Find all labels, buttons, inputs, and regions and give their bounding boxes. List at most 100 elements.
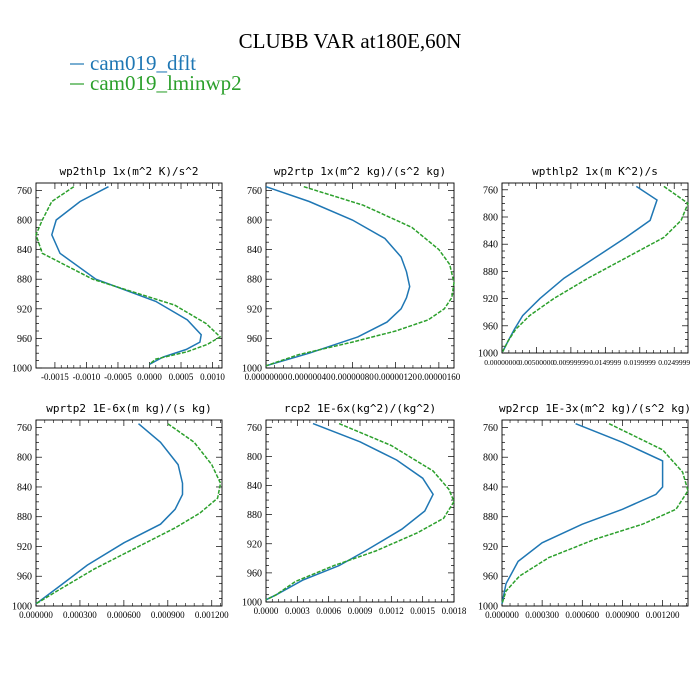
y-tick-label: 880	[247, 275, 262, 286]
panel-2: wp2rtp 1x(m^2 kg)/(s^2 kg) 760 800 840 880 92…	[242, 165, 461, 382]
y-tick-label: 760	[17, 423, 32, 434]
x-tick-label: 0.001200	[195, 610, 229, 620]
y-tick-label: 920	[483, 542, 498, 553]
panel-title: wp2thlp 1x(m^2 K)/s^2	[59, 165, 198, 178]
x-tick-label: 0.000900	[606, 610, 640, 620]
plot-frame	[265, 182, 455, 369]
y-tick-label: 920	[247, 539, 262, 550]
x-tick-label: 0.0018	[442, 606, 467, 616]
panel-title: wp2rcp 1E-3x(m^2 kg)/(s^2 kg)	[499, 402, 691, 415]
y-tick-label: 960	[17, 334, 32, 345]
plot-frame	[35, 182, 223, 369]
y-tick-label: 800	[17, 453, 32, 464]
series-line-cam019_dflt	[265, 185, 411, 367]
x-tick-label: 0.0009	[348, 606, 373, 616]
x-tick-label: 0.000600	[565, 610, 599, 620]
series-line-cam019_lminwp2	[501, 423, 689, 605]
y-tick-label: 800	[483, 213, 498, 224]
y-tick-label: 760	[17, 186, 32, 197]
y-tick-label: 800	[247, 452, 262, 463]
y-tick-label: 880	[247, 510, 262, 521]
series-line-cam019_lminwp2	[502, 185, 689, 352]
y-tick-label: 840	[17, 482, 32, 493]
x-tick-label: 0.00000120	[374, 372, 417, 382]
y-tick-label: 880	[17, 275, 32, 286]
x-tick-label: 0.000000	[19, 610, 53, 620]
series-line-cam019_lminwp2	[265, 185, 455, 367]
x-tick-label: 0.0199999	[624, 358, 656, 367]
y-tick-label: 840	[247, 245, 262, 256]
y-tick-label: 760	[247, 186, 262, 197]
x-tick-label: 0.0015	[410, 606, 435, 616]
x-tick-label: 0.000000	[485, 610, 519, 620]
x-tick-label: 0.000300	[63, 610, 97, 620]
x-tick-label: 0.00000040	[288, 372, 331, 382]
y-tick-label: 960	[247, 334, 262, 345]
y-tick-label: 960	[483, 321, 498, 332]
plot-frame	[35, 419, 223, 607]
y-tick-label: 840	[483, 482, 498, 493]
series-line-cam019_dflt	[35, 423, 184, 605]
panel-3: wpthlp2 1x(m K^2)/s 760 800 840 880 920 960 100…	[478, 165, 690, 367]
legend-item-0: cam019_dflt	[70, 51, 196, 75]
series-line-cam019_lminwp2	[265, 422, 455, 601]
y-tick-label: 920	[247, 304, 262, 315]
series-line-cam019_lminwp2	[35, 186, 222, 365]
y-tick-label: 920	[483, 294, 498, 305]
y-tick-label: 1000	[478, 349, 498, 360]
y-tick-label: 960	[17, 572, 32, 583]
x-tick-label: 0.0000	[254, 606, 279, 616]
x-tick-label: -0.0015	[41, 372, 69, 382]
y-tick-label: 840	[483, 240, 498, 251]
panel-title: wpthlp2 1x(m K^2)/s	[532, 165, 658, 178]
figure-title: CLUBB VAR at180E,60N	[239, 29, 462, 53]
panel-4: wprtp2 1E-6x(m kg)/(s kg) 760 800 840 880 920…	[12, 402, 229, 620]
x-tick-label: -0.0010	[73, 372, 101, 382]
x-tick-label: 0.000300	[525, 610, 559, 620]
series-line-cam019_dflt	[502, 185, 658, 352]
series-line-cam019_dflt	[501, 423, 664, 604]
x-tick-label: 0.0003	[285, 606, 310, 616]
panel-title: wprtp2 1E-6x(m kg)/(s kg)	[46, 402, 212, 415]
y-tick-label: 1000	[12, 602, 32, 613]
x-tick-label: 0.00000000	[484, 358, 520, 367]
series-line-cam019_dflt	[265, 422, 434, 601]
y-tick-label: 1000	[12, 364, 32, 375]
x-tick-label: -0.0005	[104, 372, 132, 382]
x-tick-label: 0.00500000	[519, 358, 555, 367]
y-tick-label: 920	[17, 542, 32, 553]
x-tick-label: 0.00000000	[245, 372, 288, 382]
panel-title: rcp2 1E-6x(kg^2)/(kg^2)	[284, 402, 436, 415]
panel-title: wp2rtp 1x(m^2 kg)/(s^2 kg)	[274, 165, 446, 178]
x-tick-label: 0.00000080	[331, 372, 374, 382]
x-tick-label: 0.0010	[200, 372, 225, 382]
series-line-cam019_dflt	[51, 186, 203, 365]
x-tick-label: 0.0005	[169, 372, 194, 382]
y-tick-label: 840	[17, 245, 32, 256]
y-tick-label: 760	[247, 423, 262, 434]
legend-label: cam019_dflt	[90, 51, 196, 75]
y-tick-label: 880	[483, 512, 498, 523]
x-tick-label: 0.001200	[646, 610, 680, 620]
y-tick-label: 800	[17, 216, 32, 227]
plot-frame	[265, 419, 455, 603]
legend-label: cam019_lminwp2	[90, 71, 242, 95]
x-tick-label: 0.0012	[379, 606, 404, 616]
series-line-cam019_lminwp2	[35, 423, 222, 605]
y-tick-label: 1000	[242, 364, 262, 375]
y-tick-label: 760	[483, 185, 498, 196]
panel-6: wp2rcp 1E-3x(m^2 kg)/(s^2 kg)760 800 840 88…	[478, 402, 691, 620]
y-tick-label: 760	[483, 423, 498, 434]
y-tick-label: 920	[17, 304, 32, 315]
x-tick-label: 0.0149999	[589, 358, 621, 367]
y-tick-label: 960	[483, 572, 498, 583]
panels: wp2thlp 1x(m^2 K)/s^2 760 800 840 880 920 960 1…	[12, 165, 691, 620]
y-tick-label: 880	[17, 512, 32, 523]
y-tick-label: 840	[247, 481, 262, 492]
x-tick-label: 0.0000	[137, 372, 162, 382]
legend-item-1: cam019_lminwp2	[70, 71, 242, 95]
x-tick-label: 0.000600	[107, 610, 141, 620]
x-tick-label: 0.0006	[316, 606, 341, 616]
